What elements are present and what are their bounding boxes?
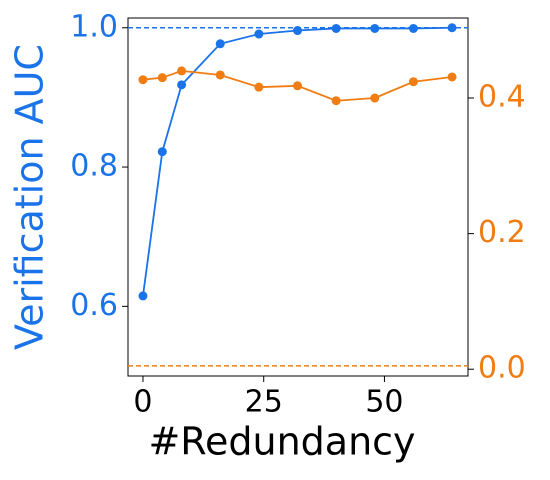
y-tick-label: 0.8 — [70, 149, 118, 184]
data-point — [215, 70, 225, 80]
y-tick-label: 0.6 — [70, 288, 118, 323]
data-point — [447, 72, 457, 82]
data-point — [157, 147, 167, 157]
y-axis-label: Verification AUC — [8, 44, 52, 350]
y2-tick-label: 0.4 — [478, 80, 526, 115]
data-point — [408, 23, 418, 33]
series-line — [142, 26, 453, 297]
plot-frame — [127, 17, 469, 377]
data-point — [370, 23, 380, 33]
series-line — [142, 69, 453, 102]
data-point — [331, 23, 341, 33]
data-point — [331, 96, 341, 106]
x-tick-label: 0 — [133, 385, 152, 420]
data-point — [177, 80, 187, 90]
data-point — [177, 66, 187, 76]
x-axis-label: #Redundancy — [148, 420, 415, 464]
y2-tick-label: 0.0 — [478, 351, 526, 386]
data-point — [138, 291, 148, 301]
data-point — [408, 77, 418, 87]
data-point — [293, 26, 303, 36]
y2-tick-label: 0.2 — [478, 215, 526, 250]
data-point — [254, 82, 264, 92]
x-tick-label: 50 — [365, 385, 403, 420]
data-point — [447, 23, 457, 33]
y-tick-label: 1.0 — [70, 9, 118, 44]
data-point — [370, 93, 380, 103]
data-point — [157, 73, 167, 83]
data-point — [215, 39, 225, 49]
data-point — [138, 75, 148, 85]
x-tick-label: 25 — [245, 385, 283, 420]
data-point — [254, 29, 264, 39]
data-point — [293, 81, 303, 91]
